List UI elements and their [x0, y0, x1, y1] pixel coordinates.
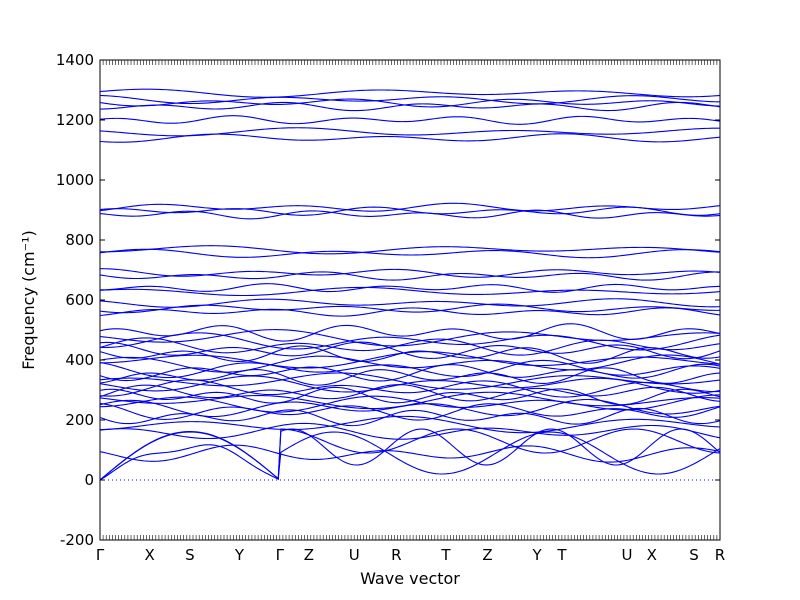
x-tick-label: X — [647, 546, 657, 564]
band-line — [99, 115, 721, 125]
x-tick-label: T — [556, 546, 567, 564]
y-axis-title: Frequency (cm⁻¹) — [19, 230, 38, 369]
band-line — [99, 337, 721, 356]
band-line — [99, 209, 721, 220]
band-line — [99, 402, 721, 421]
band-line — [100, 268, 721, 278]
band-line — [99, 444, 721, 463]
x-tick-label: S — [185, 546, 195, 564]
y-tick-label: 200 — [65, 411, 94, 429]
x-tick-label: Z — [304, 546, 314, 564]
band-line — [99, 248, 721, 259]
band-lines — [99, 88, 721, 481]
band-line — [99, 359, 721, 379]
x-tick-label: X — [144, 546, 154, 564]
y-tick-label: 0 — [84, 471, 94, 489]
band-line — [99, 332, 721, 351]
band-line — [99, 271, 721, 281]
band-line — [99, 98, 721, 108]
x-tick-label: Γ — [96, 546, 105, 564]
x-tick-label: Y — [234, 546, 245, 564]
band-line — [99, 422, 721, 440]
y-tick-group: -200 0 200 400 600 800 1000 1200 1400 — [56, 51, 720, 549]
band-line — [99, 341, 721, 360]
band-line — [100, 245, 721, 255]
band-line — [99, 303, 721, 314]
y-tick-label: 600 — [65, 291, 94, 309]
band-line — [99, 384, 721, 402]
band-line — [99, 133, 721, 143]
y-tick-label: -200 — [60, 531, 94, 549]
x-tick-label: U — [622, 546, 633, 564]
band-line — [99, 206, 721, 216]
x-tick-label: S — [689, 546, 699, 564]
x-tick-label: R — [391, 546, 401, 564]
band-line — [99, 363, 721, 382]
band-line — [99, 323, 721, 342]
x-tick-label: Γ — [276, 546, 285, 564]
band-line — [99, 407, 721, 427]
band-line — [99, 101, 721, 112]
band-line — [99, 379, 721, 398]
band-line — [99, 286, 721, 297]
band-line — [99, 329, 721, 347]
y-tick-label: 1000 — [56, 171, 94, 189]
band-line — [99, 367, 721, 386]
band-line — [99, 351, 721, 369]
y-tick-label: 800 — [65, 231, 94, 249]
band-line — [99, 202, 721, 212]
band-line — [99, 428, 721, 481]
band-line — [99, 345, 721, 364]
band-line — [99, 88, 721, 98]
x-tick-label: R — [715, 546, 725, 564]
band-line — [99, 127, 721, 137]
y-tick-label: 1400 — [56, 51, 94, 69]
band-line — [99, 307, 721, 317]
x-tick-label: T — [440, 546, 451, 564]
x-tick-label: Y — [532, 546, 543, 564]
band-line — [99, 375, 721, 394]
band-line — [99, 283, 721, 293]
band-line — [99, 415, 721, 434]
x-tick-label: Z — [482, 546, 492, 564]
x-axis-title: Wave vector — [360, 569, 460, 588]
band-line — [99, 394, 721, 413]
band-line — [99, 428, 721, 481]
y-tick-label: 1200 — [56, 111, 94, 129]
plot-frame — [99, 59, 721, 541]
band-line — [99, 94, 721, 105]
y-tick-label: 400 — [65, 351, 94, 369]
x-tick-label: U — [349, 546, 360, 564]
